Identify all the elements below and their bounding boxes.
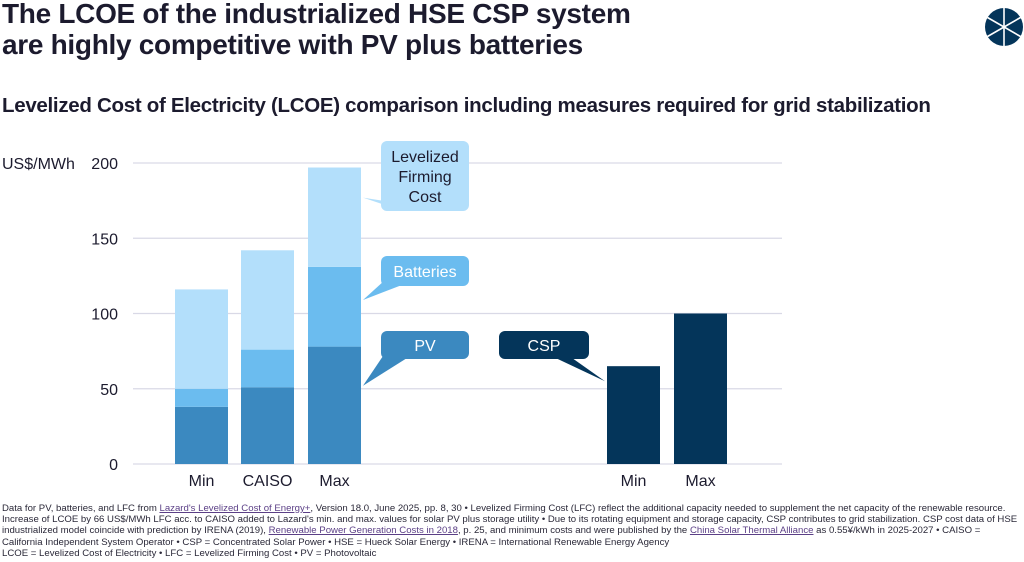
y-axis: 0 50 100 150 200 US$/MWh bbox=[2, 156, 118, 474]
x-tick-label: Min bbox=[621, 473, 647, 490]
y-axis-label: US$/MWh bbox=[2, 156, 75, 173]
footnote: Data for PV, batteries, and LFC from Laz… bbox=[2, 503, 1022, 559]
lfc-segment bbox=[175, 289, 228, 389]
footnote-text: as 0.55¥/kWh in 2025-2027 • CAISO = Cali… bbox=[2, 525, 981, 548]
lfc-segment bbox=[241, 250, 294, 350]
title-line-2: are highly competitive with PV plus batt… bbox=[2, 29, 583, 60]
title-line-1: The LCOE of the industrialized HSE CSP s… bbox=[2, 0, 631, 29]
x-tick-label: CAISO bbox=[243, 473, 293, 490]
csp-bar bbox=[607, 366, 660, 464]
footnote-abbreviations: LCOE = Levelized Cost of Electricity • L… bbox=[2, 547, 377, 559]
x-axis-labels: Min CAISO Max Min Max bbox=[189, 473, 716, 490]
y-tick-label: 200 bbox=[91, 156, 118, 173]
page-title: The LCOE of the industrialized HSE CSP s… bbox=[2, 0, 631, 60]
irena-link[interactable]: Renewable Power Generation Costs in 2018 bbox=[268, 525, 458, 537]
callout-lfc-pointer bbox=[363, 197, 410, 205]
callouts: Levelized Firming Cost Batteries PV CSP bbox=[363, 141, 605, 386]
pv-segment bbox=[308, 346, 361, 464]
x-tick-label: Min bbox=[189, 473, 215, 490]
callout-lfc-label: Levelized bbox=[391, 149, 459, 166]
callout-lfc-label: Cost bbox=[409, 189, 442, 206]
csp-bar bbox=[674, 313, 727, 464]
footnote-text: Data for PV, batteries, and LFC from bbox=[2, 503, 160, 514]
callout-batteries-box bbox=[381, 256, 469, 286]
y-tick-label: 100 bbox=[91, 307, 118, 324]
pv-segment bbox=[241, 387, 294, 464]
callout-csp-box bbox=[499, 331, 589, 359]
batteries-segment bbox=[308, 266, 361, 347]
callout-lfc-box bbox=[381, 141, 469, 211]
callout-lfc-label: Firming bbox=[398, 169, 451, 186]
callout-pv-label: PV bbox=[414, 338, 436, 355]
footnote-text: , Version 18.0, June 2025, pp. 8, 30 • L… bbox=[2, 503, 1018, 537]
callout-pv-box bbox=[381, 331, 469, 359]
footnote-text: , p. 25, and minimum costs and were publ… bbox=[457, 525, 690, 537]
y-tick-label: 0 bbox=[109, 457, 118, 474]
csta-link[interactable]: China Solar Thermal Alliance bbox=[689, 525, 814, 537]
lcoe-chart: 0 50 100 150 200 US$/MWh Levelized Firming Cost… bbox=[2, 141, 782, 490]
batteries-segment bbox=[175, 388, 228, 407]
lfc-segment bbox=[308, 167, 361, 267]
y-tick-label: 150 bbox=[91, 231, 118, 248]
y-tick-label: 50 bbox=[100, 382, 118, 399]
x-tick-label: Max bbox=[685, 473, 715, 490]
chart-subtitle: Levelized Cost of Electricity (LCOE) com… bbox=[2, 94, 931, 117]
pv-segment bbox=[175, 406, 228, 464]
lazard-link[interactable]: Lazard's Levelized Cost of Energy+ bbox=[159, 503, 311, 514]
callout-csp-pointer bbox=[545, 353, 605, 382]
segmented-circle-logo-icon bbox=[985, 8, 1023, 46]
batteries-segment bbox=[241, 349, 294, 388]
x-tick-label: Max bbox=[319, 473, 349, 490]
callout-pv-pointer bbox=[363, 353, 415, 386]
bars bbox=[175, 167, 727, 464]
callout-csp-label: CSP bbox=[528, 338, 561, 355]
callout-batteries-label: Batteries bbox=[393, 264, 456, 281]
